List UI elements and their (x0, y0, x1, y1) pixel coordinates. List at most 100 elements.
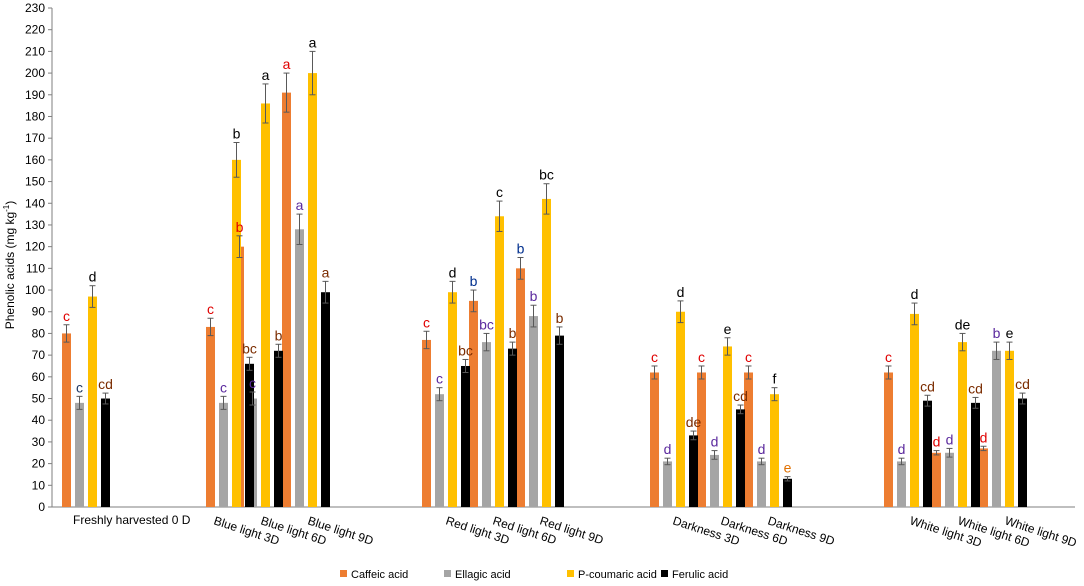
significance-letter: c (76, 379, 83, 395)
bar (101, 398, 110, 507)
significance-letter: cd (733, 388, 748, 404)
bar (482, 342, 491, 507)
significance-letter: d (898, 441, 906, 457)
y-tick-label: 60 (32, 370, 46, 384)
significance-letter: c (496, 184, 503, 200)
bar (744, 372, 753, 507)
error-bar (698, 365, 705, 380)
error-bar (784, 476, 791, 482)
y-tick-label: 80 (32, 326, 46, 340)
bar (757, 461, 766, 507)
y-tick-label: 160 (25, 153, 45, 167)
significance-letter: b (236, 219, 244, 235)
error-bar (483, 332, 490, 352)
error-bar (449, 280, 456, 304)
y-tick-label: 50 (32, 392, 46, 406)
bars (62, 73, 1027, 508)
error-bar (1006, 341, 1013, 360)
error-bar (758, 457, 765, 466)
significance-letter: cd (920, 378, 935, 394)
bar (529, 316, 538, 507)
significance-letter: b (509, 325, 517, 341)
error-bar (980, 445, 987, 452)
bar (88, 296, 97, 507)
error-bar (543, 183, 550, 215)
error-bar (771, 387, 778, 402)
significance-letter: f (773, 371, 777, 387)
bar (245, 363, 254, 507)
error-bar (517, 257, 524, 280)
error-bar (89, 285, 96, 308)
error-bar (745, 365, 752, 380)
legend-swatch (567, 570, 574, 577)
legend: Caffeic acid Ellagic acid P-coumaric acid F… (340, 569, 728, 581)
y-tick-label: 130 (25, 218, 45, 232)
error-bar (236, 235, 243, 258)
significance-letter: d (980, 429, 988, 445)
bar (555, 335, 564, 507)
significance-letter: c (220, 379, 227, 395)
significance-letter: b (993, 325, 1001, 341)
bar (697, 372, 706, 507)
error-bar (462, 358, 469, 373)
legend-item: Ferulic acid (661, 569, 728, 581)
bar (1005, 350, 1014, 507)
bar (932, 452, 941, 507)
significance-letter: b (470, 273, 478, 289)
y-axis-label: Phenolic acids (mg kg-1) (2, 201, 17, 330)
error-bar (509, 341, 516, 356)
bar (897, 461, 906, 507)
bar (261, 103, 270, 507)
category-label: Freshly harvested 0 D (73, 513, 191, 527)
significance-letter: c (436, 371, 443, 387)
significance-letter: a (296, 197, 304, 213)
significance-letter: b (556, 310, 564, 326)
significance-letter: c (423, 314, 430, 330)
significance-letter: d (758, 441, 766, 457)
y-tick-label: 210 (25, 44, 45, 58)
legend-item: Ellagic acid (444, 569, 511, 581)
significance-letter: de (955, 316, 971, 332)
error-bar (246, 356, 253, 371)
y-tick-label: 30 (32, 435, 46, 449)
error-bar (309, 50, 316, 96)
significance-letter: a (309, 34, 317, 50)
bar (295, 229, 304, 507)
error-bar (233, 142, 240, 178)
significance-letter: e (724, 321, 732, 337)
bar (508, 348, 517, 507)
significance-letter: bc (479, 316, 494, 332)
bar (542, 198, 551, 507)
significance-letter: d (933, 434, 941, 450)
error-bar (737, 404, 744, 415)
y-tick-label: 230 (25, 1, 45, 15)
y-tick-label: 70 (32, 348, 46, 362)
error-bar (651, 365, 658, 380)
significance-letter: d (89, 269, 97, 285)
bar (75, 402, 84, 507)
y-tick-label: 140 (25, 196, 45, 210)
significance-letter: cd (968, 380, 983, 396)
bar (923, 400, 932, 507)
error-bar (993, 341, 1000, 360)
y-tick-label: 100 (25, 283, 45, 297)
bar (448, 292, 457, 507)
y-tick-label: 170 (25, 131, 45, 145)
y-tick-label: 180 (25, 109, 45, 123)
significance-letter: d (664, 441, 672, 457)
bar (308, 73, 317, 507)
bar (282, 92, 291, 508)
significance-letter: bc (539, 167, 554, 183)
error-bar (677, 300, 684, 324)
significance-letter: c (651, 349, 658, 365)
error-bar (530, 304, 537, 328)
bar (435, 394, 444, 507)
significance-letter: c (249, 375, 256, 391)
bar (958, 342, 967, 507)
significance-letter: bc (242, 340, 257, 356)
significance-letter: c (63, 308, 70, 324)
significance-letter: d (711, 434, 719, 450)
significance-letter: d (677, 284, 685, 300)
